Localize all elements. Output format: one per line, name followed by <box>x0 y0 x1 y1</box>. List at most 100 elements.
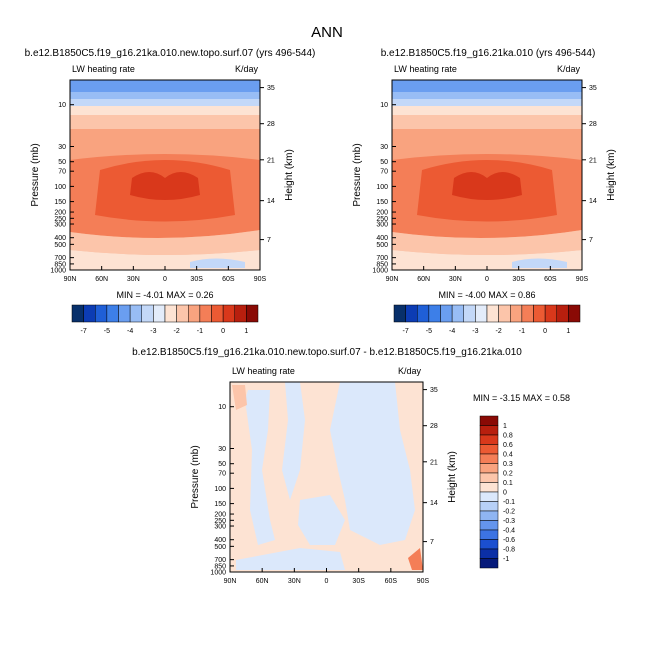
colorbar-swatch <box>129 304 142 323</box>
x-tick-label: 60N <box>417 276 430 283</box>
y-tick-label: 850 <box>376 261 388 268</box>
colorbar-swatch <box>475 304 488 323</box>
colorbar-label: -4 <box>127 328 133 335</box>
colorbar-swatch <box>479 539 499 550</box>
y-tick-label: 1000 <box>210 570 226 577</box>
colorbar-label: -0.6 <box>503 537 515 544</box>
colorbar-swatch <box>479 548 499 559</box>
x-tick-label: 30S <box>352 578 365 585</box>
y-tick-label: 50 <box>218 461 226 468</box>
colorbar-swatch <box>479 415 499 426</box>
colorbar-swatch <box>428 304 441 323</box>
panel-1-y-axis-right-label: Height (km) <box>284 149 295 201</box>
colorbar-label: 0.1 <box>503 480 513 487</box>
colorbar-label: 1 <box>566 328 570 335</box>
colorbar-swatch <box>479 425 499 436</box>
colorbar-swatch <box>479 482 499 493</box>
y-right-tick-label: 28 <box>267 121 275 128</box>
y-right-tick-label: 14 <box>589 198 597 205</box>
panel-3-right-label: K/day <box>398 366 422 376</box>
x-tick-label: 90N <box>224 578 237 585</box>
panel-2-right-label: K/day <box>557 64 581 74</box>
x-tick-label: 0 <box>485 276 489 283</box>
colorbar-swatch <box>479 510 499 521</box>
colorbar-swatch <box>479 434 499 445</box>
colorbar-swatch <box>479 444 499 455</box>
panel-1: b.e12.B1850C5.f19_g16.21ka.010.new.topo.… <box>25 48 316 335</box>
y-tick-label: 400 <box>376 235 388 242</box>
colorbar-swatch <box>199 304 212 323</box>
colorbar-label: -3 <box>472 328 478 335</box>
colorbar-swatch <box>533 304 546 323</box>
colorbar-swatch <box>83 304 96 323</box>
colorbar-swatch <box>451 304 464 323</box>
colorbar-label: -2 <box>174 328 180 335</box>
colorbar-swatch <box>479 501 499 512</box>
colorbar-swatch <box>188 304 201 323</box>
panel-1-plot <box>69 79 261 271</box>
colorbar-swatch <box>486 304 499 323</box>
colorbar-label: -2 <box>496 328 502 335</box>
panel-3-plot <box>229 381 424 573</box>
panel-1-title: b.e12.B1850C5.f19_g16.21ka.010.new.topo.… <box>25 48 316 59</box>
colorbar-label: 0 <box>221 328 225 335</box>
colorbar-label: -1 <box>519 328 525 335</box>
colorbar-label: -0.2 <box>503 509 515 516</box>
y-tick-label: 10 <box>58 102 66 109</box>
panel-2: b.e12.B1850C5.f19_g16.21ka.010 (yrs 496-… <box>352 48 617 335</box>
x-tick-label: 90S <box>417 578 430 585</box>
y-tick-label: 250 <box>54 216 66 223</box>
y-tick-label: 700 <box>214 557 226 564</box>
x-tick-label: 60N <box>95 276 108 283</box>
colorbar-swatch <box>479 453 499 464</box>
colorbar-swatch <box>479 472 499 483</box>
colorbar-label: -1 <box>503 556 509 563</box>
colorbar-swatch <box>393 304 406 323</box>
colorbar-label: 0.3 <box>503 461 513 468</box>
x-tick-label: 90S <box>576 276 589 283</box>
y-right-tick-label: 7 <box>430 539 434 546</box>
y-tick-label: 300 <box>54 222 66 229</box>
y-right-tick-label: 28 <box>430 423 438 430</box>
y-tick-label: 10 <box>380 102 388 109</box>
colorbar-swatch <box>164 304 177 323</box>
colorbar-label: -1 <box>197 328 203 335</box>
panel-2-plot <box>391 79 583 271</box>
colorbar-swatch <box>405 304 418 323</box>
colorbar-label: -0.3 <box>503 518 515 525</box>
y-right-tick-label: 35 <box>589 85 597 92</box>
y-tick-label: 850 <box>54 261 66 268</box>
colorbar-swatch <box>556 304 569 323</box>
panel-1-min-max: MIN = -4.01 MAX = 0.26 <box>116 290 213 300</box>
x-tick-label: 90N <box>386 276 399 283</box>
y-tick-label: 70 <box>380 169 388 176</box>
colorbar-swatch <box>479 558 499 569</box>
colorbar-label: 0.6 <box>503 442 513 449</box>
colorbar-label: -7 <box>403 328 409 335</box>
x-tick-label: 60S <box>544 276 557 283</box>
panel-2-left-label: LW heating rate <box>394 64 457 74</box>
panel-2-min-max: MIN = -4.00 MAX = 0.86 <box>438 290 535 300</box>
y-tick-label: 700 <box>54 255 66 262</box>
y-tick-label: 150 <box>376 199 388 206</box>
y-tick-label: 500 <box>376 242 388 249</box>
y-tick-label: 30 <box>218 446 226 453</box>
colorbar-swatch <box>153 304 166 323</box>
y-tick-label: 700 <box>376 255 388 262</box>
x-tick-label: 30N <box>288 578 301 585</box>
colorbar-label: 0.8 <box>503 433 513 440</box>
x-tick-label: 30S <box>512 276 525 283</box>
x-tick-label: 0 <box>325 578 329 585</box>
colorbar-swatch <box>498 304 511 323</box>
panel-2-title: b.e12.B1850C5.f19_g16.21ka.010 (yrs 496-… <box>381 48 596 59</box>
colorbar-swatch <box>479 529 499 540</box>
colorbar-swatch <box>544 304 557 323</box>
y-right-tick-label: 28 <box>589 121 597 128</box>
colorbar-swatch <box>211 304 224 323</box>
colorbar-label: -5 <box>104 328 110 335</box>
colorbar-swatch <box>479 520 499 531</box>
y-tick-label: 70 <box>218 471 226 478</box>
colorbar-swatch <box>222 304 235 323</box>
x-tick-label: 60S <box>385 578 398 585</box>
panel-2-y-axis-right-label: Height (km) <box>606 149 617 201</box>
